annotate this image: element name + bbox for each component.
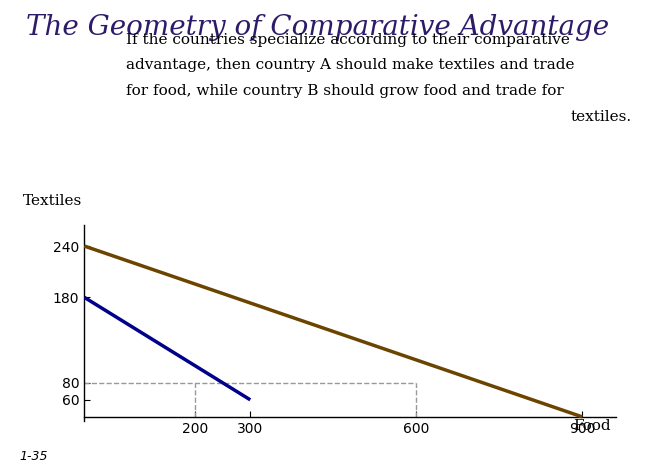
Text: textiles.: textiles. — [571, 110, 632, 124]
Text: If the countries specialize according to their comparative: If the countries specialize according to… — [126, 33, 570, 47]
Text: Food: Food — [573, 419, 610, 433]
Text: Textiles: Textiles — [23, 194, 82, 208]
Text: The Geometry of Comparative Advantage: The Geometry of Comparative Advantage — [26, 14, 609, 41]
Text: 1-35: 1-35 — [19, 450, 48, 463]
Text: for food, while country B should grow food and trade for: for food, while country B should grow fo… — [126, 84, 564, 98]
Text: advantage, then country A should make textiles and trade: advantage, then country A should make te… — [126, 58, 575, 73]
